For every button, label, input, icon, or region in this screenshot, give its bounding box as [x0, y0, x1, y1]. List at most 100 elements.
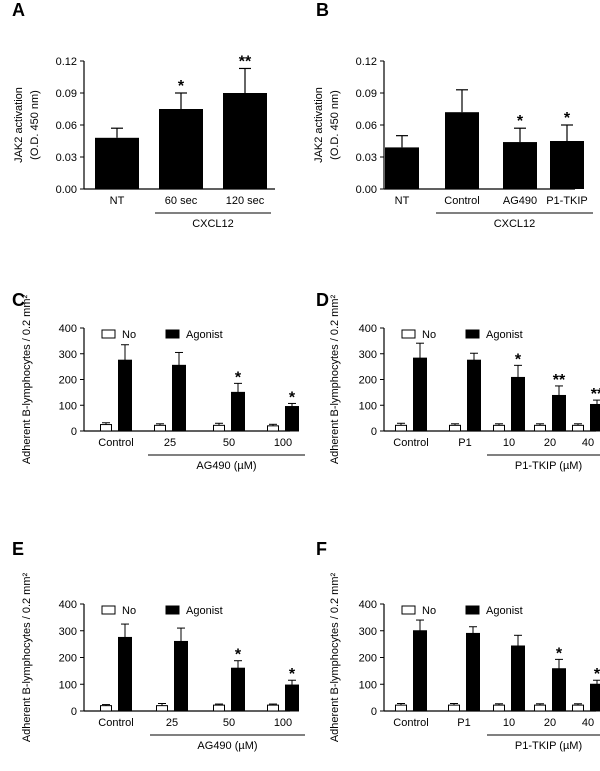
bar-no	[100, 705, 112, 712]
bar	[445, 112, 479, 189]
category-label: P1	[458, 437, 471, 449]
bar-no	[534, 424, 546, 432]
y-axis-label: JAK2 activation	[13, 87, 25, 163]
y-tick-label: 300	[59, 349, 77, 361]
panel-b: B 0.00 0.03 0.06 0.09 0.12 JAK2 activation (O.D…	[313, 0, 593, 230]
y-tick-label: 400	[359, 599, 377, 611]
y-tick-label: 0.03	[356, 152, 377, 164]
panel-d: D 0 100 200 300 400 Adherent B-lymphocytes / 0…	[316, 290, 600, 472]
legend-label-agonist: Agonist	[486, 605, 523, 617]
category-label: NT	[395, 195, 410, 207]
bar-no	[213, 704, 225, 712]
category-label: 20	[544, 437, 556, 449]
category-label: 120 sec	[226, 195, 265, 207]
category-label: Control	[98, 717, 133, 729]
group-label: CXCL12	[494, 218, 536, 230]
category-label: 20	[544, 717, 556, 729]
y-tick-label: 400	[59, 323, 77, 335]
group-label: AG490 (µM)	[196, 460, 256, 472]
panel-letter: B	[316, 0, 329, 20]
legend-label-agonist: Agonist	[186, 605, 223, 617]
panel-letter: F	[316, 539, 327, 559]
bar-no	[395, 424, 407, 432]
bar-agonist	[231, 667, 245, 712]
category-label: 60 sec	[165, 195, 198, 207]
bar-agonist	[511, 645, 525, 712]
y-tick-label: 0	[371, 426, 377, 438]
significance-label: *	[178, 78, 185, 95]
significance-label: *	[517, 113, 524, 130]
significance-label: *	[235, 647, 242, 664]
y-tick-label: 200	[59, 653, 77, 665]
y-tick-label: 100	[59, 679, 77, 691]
bar-agonist	[467, 359, 481, 432]
bar-no	[448, 704, 460, 712]
category-label: 10	[503, 437, 515, 449]
panel-letter: A	[12, 0, 25, 20]
bar	[159, 109, 203, 189]
legend-swatch-agonist	[465, 329, 480, 339]
category-label: Control	[444, 195, 479, 207]
legend-label-no: No	[122, 329, 136, 341]
y-tick-label: 100	[359, 679, 377, 691]
category-label: 50	[223, 437, 235, 449]
y-tick-label: 0	[71, 426, 77, 438]
significance-label: **	[553, 372, 566, 389]
y-tick-label: 0.06	[56, 120, 77, 132]
bar-agonist	[552, 394, 566, 432]
bar	[550, 141, 584, 189]
significance-label: *	[564, 110, 571, 127]
significance-label: *	[594, 666, 600, 683]
y-tick-label: 0.12	[356, 56, 377, 68]
bar-agonist	[172, 364, 186, 432]
y-tick-label: 200	[59, 375, 77, 387]
category-label: P1	[457, 717, 470, 729]
bar-no	[449, 424, 461, 432]
significance-label: **	[239, 53, 252, 70]
group-label: P1-TKIP (µM)	[515, 740, 582, 752]
y-tick-label: 0	[371, 706, 377, 718]
significance-label: *	[515, 351, 522, 368]
group-label: CXCL12	[192, 218, 234, 230]
bar-agonist	[231, 391, 245, 432]
bar-agonist	[511, 376, 525, 432]
bar	[95, 137, 139, 189]
legend-swatch-no	[101, 605, 116, 615]
y-tick-label: 300	[359, 626, 377, 638]
significance-label: *	[289, 666, 296, 683]
group-label: AG490 (µM)	[197, 740, 257, 752]
category-label: Control	[393, 717, 428, 729]
panel-c: C 0 100 200 300 400 Adherent B-lymphocytes / 0…	[12, 290, 305, 472]
bar-agonist	[285, 406, 299, 432]
y-axis-label: (O.D. 450 nm)	[329, 90, 341, 160]
category-label: P1-TKIP	[546, 195, 588, 207]
bar-agonist	[466, 632, 480, 712]
y-tick-label: 200	[359, 653, 377, 665]
category-label: 25	[164, 437, 176, 449]
bar-agonist	[590, 403, 600, 432]
y-tick-label: 400	[359, 323, 377, 335]
y-tick-label: 0	[71, 706, 77, 718]
bar	[503, 142, 537, 189]
y-axis-label: Adherent B-lymphocytes / 0.2 mm²	[21, 572, 33, 742]
legend-swatch-agonist	[165, 605, 180, 615]
bar	[223, 93, 267, 189]
y-tick-label: 0.03	[56, 152, 77, 164]
category-label: 50	[223, 717, 235, 729]
bar-no	[100, 424, 112, 432]
bar-no	[572, 704, 584, 712]
category-label: 25	[166, 717, 178, 729]
bar-agonist	[413, 630, 427, 712]
bar-agonist	[174, 640, 188, 712]
legend-swatch-agonist	[465, 605, 480, 615]
y-tick-label: 300	[59, 626, 77, 638]
bar-no	[395, 704, 407, 712]
panel-letter: C	[12, 290, 25, 310]
category-label: 40	[582, 437, 594, 449]
y-tick-label: 0.09	[56, 88, 77, 100]
y-tick-label: 0.00	[56, 184, 77, 196]
y-axis-label: Adherent B-lymphocytes / 0.2 mm²	[329, 294, 341, 464]
panel-a: A 0.00 0.03 0.06 0.09 0.12 JAK2 activation (O.D…	[12, 0, 275, 230]
legend-label-agonist: Agonist	[486, 329, 523, 341]
